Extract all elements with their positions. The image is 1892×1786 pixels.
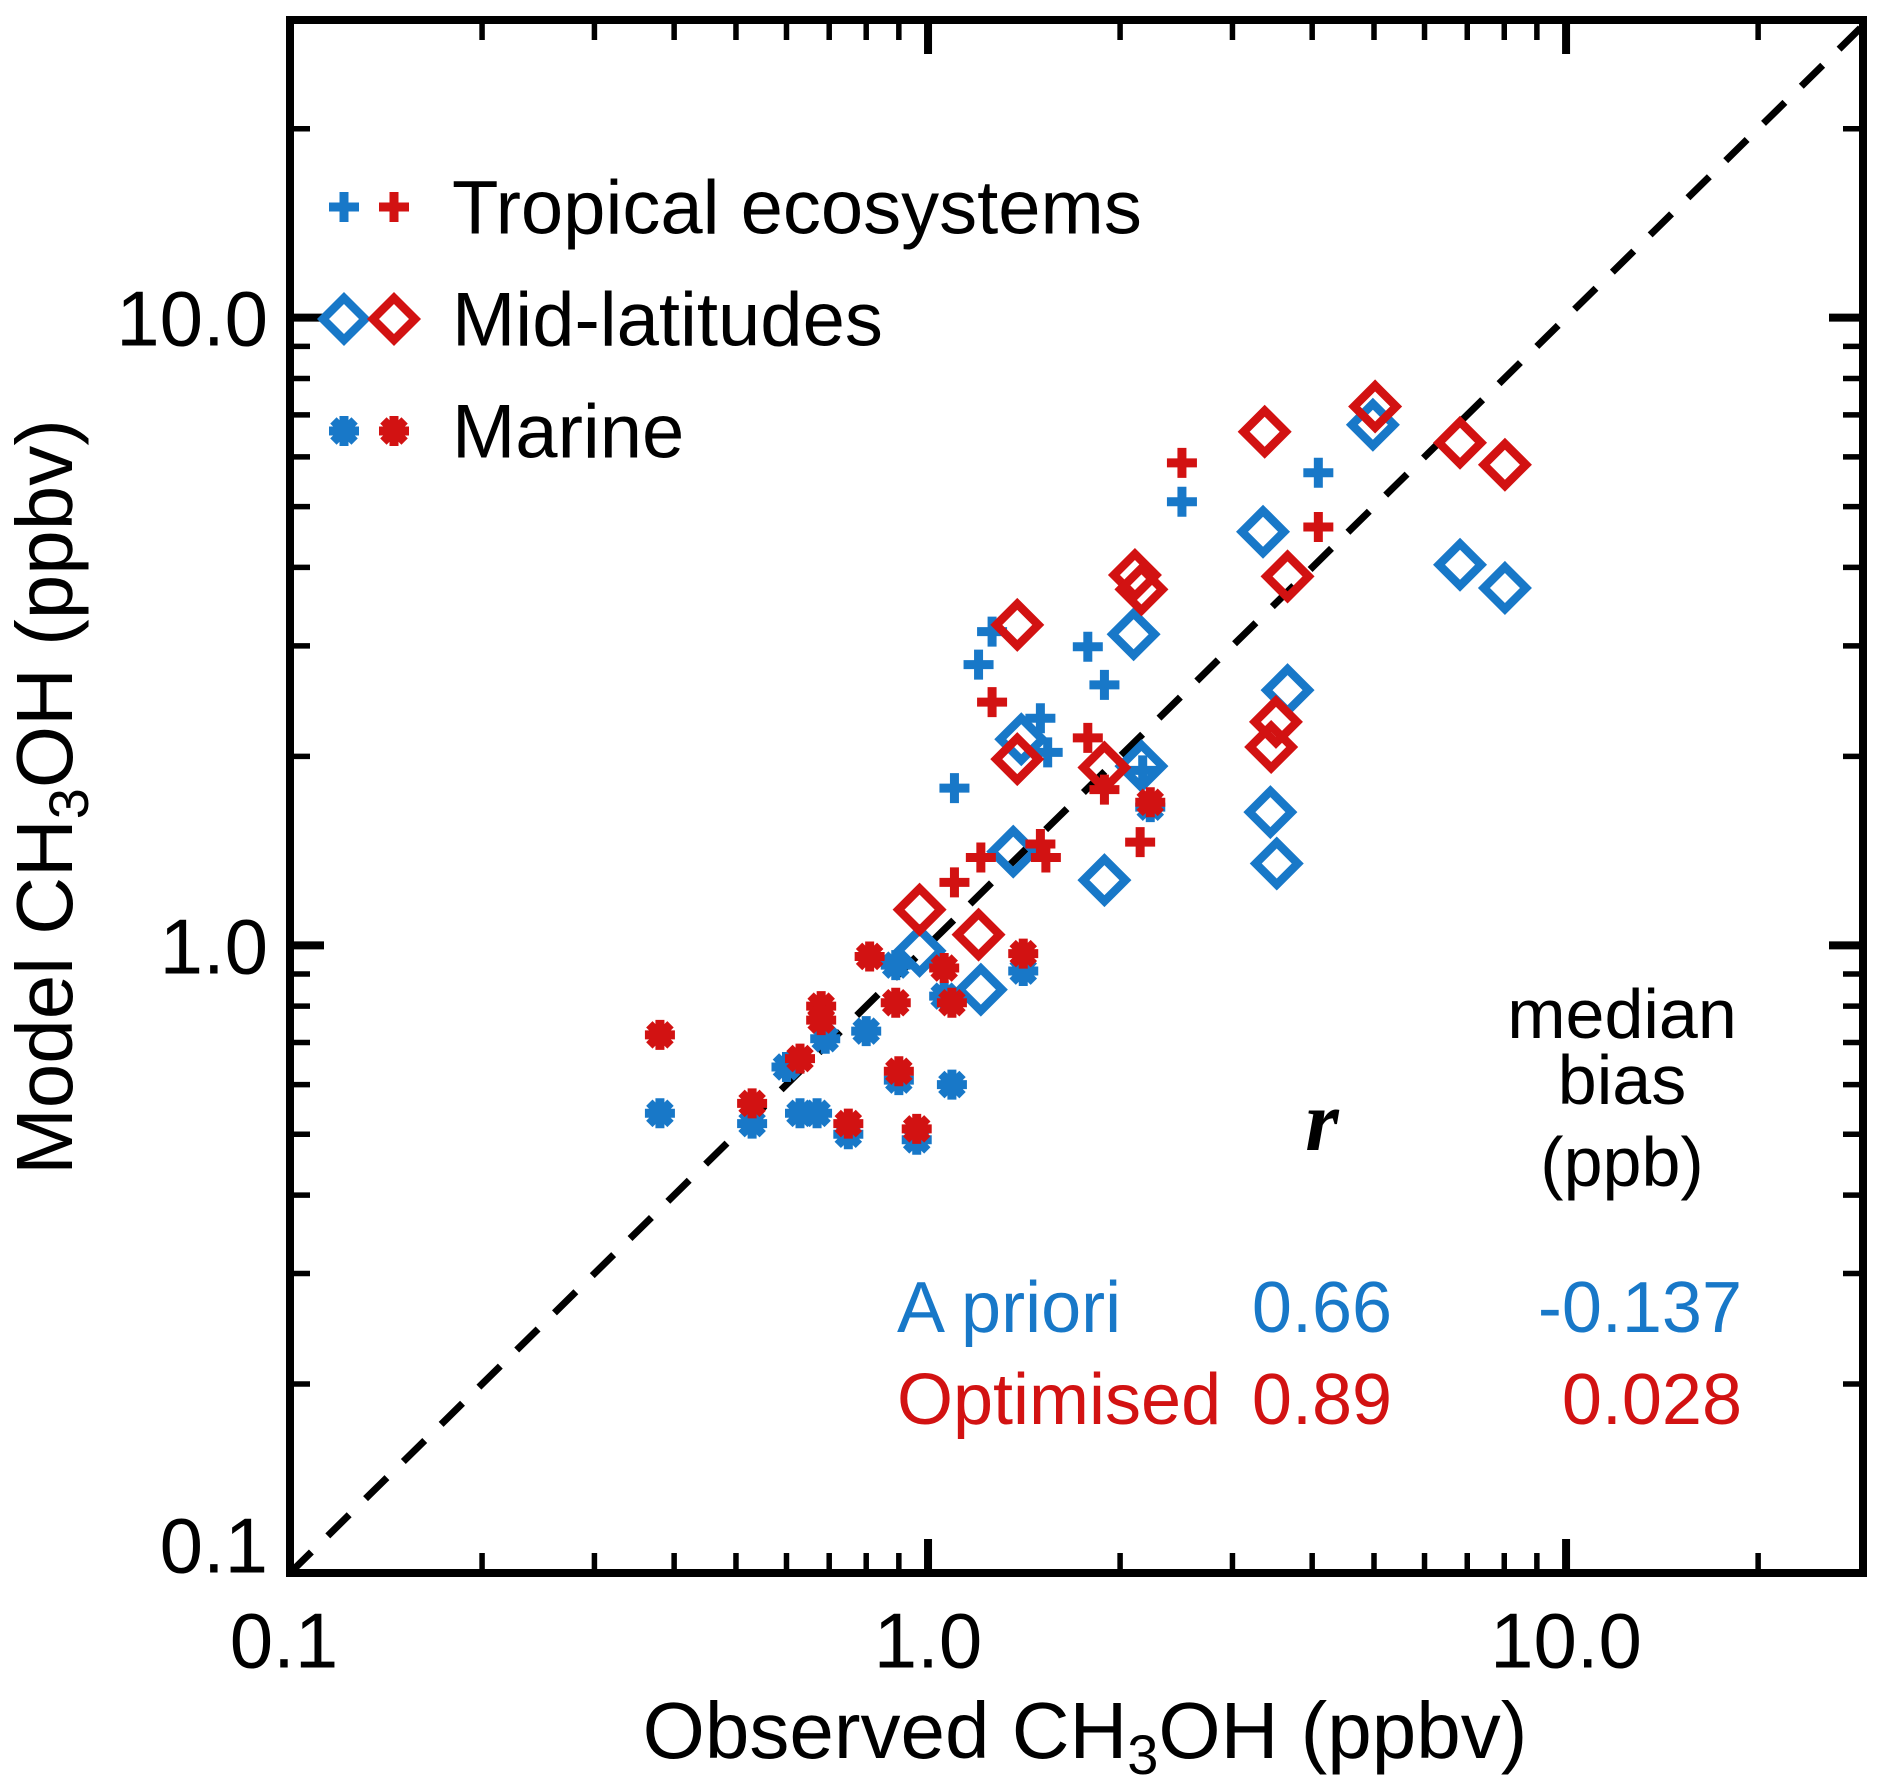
legend-diamond-optimised-icon — [366, 291, 422, 347]
data-points — [644, 379, 1532, 1155]
midlat-optimised-point — [1237, 404, 1292, 459]
tropical-a-priori-point — [1025, 703, 1056, 734]
marine-optimised-point — [785, 1043, 816, 1074]
midlat-a-priori-point — [1249, 836, 1304, 891]
midlat-optimised-point — [1077, 740, 1132, 795]
y-tick-label-10: 10.0 — [116, 274, 268, 362]
stats-bias-a-priori: -0.137 — [1538, 1268, 1742, 1348]
x-tick-label-10: 10.0 — [1490, 1596, 1642, 1684]
stats-bias-optimised: 0.028 — [1562, 1360, 1742, 1440]
marine-a-priori-point — [880, 950, 911, 981]
marine-optimised-point — [644, 1019, 675, 1050]
marine-optimised-point — [833, 1108, 864, 1139]
tropical-optimised-point — [1125, 827, 1156, 858]
marine-a-priori-point — [810, 1023, 841, 1054]
tropical-optimised-point — [977, 687, 1008, 718]
midlat-optimised-point — [990, 732, 1045, 787]
midlat-optimised-point — [1107, 548, 1162, 603]
midlat-a-priori-point — [1236, 504, 1291, 559]
marine-optimised-point — [806, 1005, 837, 1036]
tropical-optimised-point — [965, 842, 996, 873]
marine-a-priori-point — [802, 1098, 833, 1129]
tropical-a-priori-point — [963, 649, 994, 680]
x-tick-label-0p1: 0.1 — [230, 1596, 338, 1684]
midlat-a-priori-point — [1114, 739, 1169, 794]
stats-bias-header-line1: median — [1507, 975, 1737, 1053]
marine-a-priori-point — [771, 1051, 802, 1082]
stats-row-label-a-priori: A priori — [897, 1268, 1121, 1348]
marine-a-priori-point — [737, 1108, 768, 1139]
marine-a-priori-point — [1008, 956, 1039, 987]
plot-frame — [286, 16, 1867, 1577]
tropical-optimised-point — [1303, 511, 1334, 542]
marine-a-priori-point — [936, 1069, 967, 1100]
marine-a-priori-point — [785, 1098, 816, 1129]
midlat-a-priori-point — [953, 962, 1008, 1017]
midlat-optimised-point — [1433, 415, 1488, 470]
marine-optimised-point — [854, 941, 885, 972]
marine-optimised-point — [1008, 938, 1039, 969]
tropical-optimised-point — [1072, 722, 1103, 753]
tropical-optimised-point — [1166, 447, 1197, 478]
midlat-optimised-point — [1477, 437, 1532, 492]
legend-label-midlatitudes: Mid-latitudes — [452, 278, 883, 363]
midlat-a-priori-point — [1077, 853, 1132, 908]
stats-bias-header-line2: bias — [1558, 1041, 1686, 1119]
y-tick-label-1: 1.0 — [160, 902, 268, 990]
midlat-optimised-point — [1114, 562, 1169, 617]
legend-markers — [316, 192, 422, 446]
marine-optimised-point — [901, 1113, 932, 1144]
legend-plus-optimised-icon — [379, 192, 409, 222]
midlat-optimised-point — [951, 907, 1006, 962]
stats-bias-header-line3: (ppb) — [1540, 1123, 1703, 1201]
legend-label-tropical: Tropical ecosystems — [452, 166, 1142, 251]
marine-optimised-point — [929, 953, 960, 984]
marine-optimised-point — [880, 987, 911, 1018]
marine-a-priori-point — [851, 1016, 882, 1047]
legend-diamond-a-priori-icon — [316, 291, 372, 347]
midlat-optimised-point — [892, 882, 947, 937]
midlat-optimised-point — [1260, 549, 1315, 604]
midlat-optimised-point — [1248, 694, 1303, 749]
tropical-a-priori-point — [1032, 737, 1063, 768]
stats-r-optimised: 0.89 — [1252, 1360, 1392, 1440]
midlat-a-priori-point — [1433, 537, 1488, 592]
midlat-optimised-point — [1348, 379, 1403, 434]
marine-optimised-point — [1135, 787, 1166, 818]
stats-r-header: r — [1305, 1073, 1340, 1169]
midlat-a-priori-point — [1243, 785, 1298, 840]
marine-optimised-point — [737, 1088, 768, 1119]
tropical-a-priori-point — [1303, 457, 1334, 488]
legend-asterisk-optimised-icon — [379, 416, 409, 446]
stats-row-label-optimised: Optimised — [897, 1360, 1221, 1440]
tropical-a-priori-point — [1072, 631, 1103, 662]
legend-plus-a-priori-icon — [329, 192, 359, 222]
y-axis-label: Model CH3OH (ppbv) — [0, 419, 100, 1175]
midlat-a-priori-point — [1106, 607, 1161, 662]
marine-optimised-point — [936, 987, 967, 1018]
midlat-optimised-point — [1244, 719, 1299, 775]
tropical-optimised-point — [939, 867, 970, 898]
legend-asterisk-a-priori-icon — [329, 416, 359, 446]
midlat-a-priori-point — [1477, 560, 1532, 615]
marine-optimised-point — [883, 1056, 914, 1087]
marine-a-priori-point — [644, 1098, 675, 1129]
x-axis-label: Observed CH3OH (ppbv) — [643, 1686, 1528, 1781]
midlat-a-priori-point — [994, 712, 1049, 767]
midlat-a-priori-point — [892, 923, 947, 978]
tropical-a-priori-point — [1089, 669, 1120, 700]
tropical-a-priori-point — [1166, 486, 1197, 517]
y-tick-label-0p1: 0.1 — [160, 1501, 268, 1589]
x-tick-label-1: 1.0 — [874, 1596, 982, 1684]
midlat-optimised-point — [990, 597, 1045, 652]
tropical-optimised-point — [1030, 842, 1061, 873]
stats-r-a-priori: 0.66 — [1252, 1268, 1392, 1348]
legend-label-marine: Marine — [452, 390, 684, 475]
tropical-a-priori-point — [939, 773, 970, 804]
axis-ticks — [286, 20, 1863, 1577]
